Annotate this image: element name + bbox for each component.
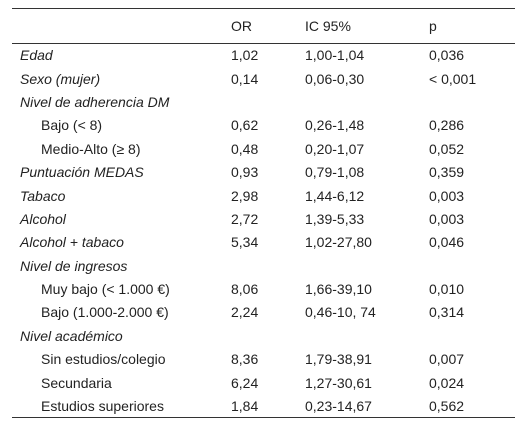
cell: 1,02 — [231, 47, 259, 64]
results-table: OR IC 95% p Edad 1,02 1,00-1,04 0,036 Sexo (… — [12, 8, 515, 418]
cell: 0,359 — [429, 164, 465, 181]
row-label: Sexo (mujer) — [20, 70, 101, 87]
header-cell: IC 95% — [305, 18, 351, 34]
cell: 0,024 — [429, 374, 465, 391]
row-label: Puntuación MEDAS — [20, 164, 144, 181]
cell: 0,003 — [429, 187, 465, 204]
row-label: Medio-Alto (≥ 8) — [41, 140, 141, 157]
group-row: Nivel académico — [12, 324, 515, 347]
row-label: Secundaria — [41, 374, 112, 391]
cell: 0,14 — [231, 70, 259, 87]
cell: 8,06 — [231, 281, 259, 298]
group-row: Nivel de ingresos — [12, 254, 515, 277]
cell: 0,20-1,07 — [305, 140, 365, 157]
table-row: Tabaco 2,98 1,44-6,12 0,003 — [12, 184, 515, 207]
cell: 1,39-5,33 — [305, 210, 365, 227]
row-label: Muy bajo (< 1.000 €) — [41, 281, 170, 298]
cell: 1,27-30,61 — [305, 374, 372, 391]
cell: 0,007 — [429, 351, 465, 368]
group-label: Nivel de adherencia DM — [20, 93, 170, 110]
table-row: Edad 1,02 1,00-1,04 0,036 — [12, 44, 515, 67]
cell: 0,036 — [429, 47, 465, 64]
cell: 0,052 — [429, 140, 465, 157]
group-label: Nivel de ingresos — [20, 257, 128, 274]
group-row: Nivel de adherencia DM — [12, 90, 515, 113]
cell: 0,23-14,67 — [305, 397, 372, 414]
header-cell: p — [429, 18, 437, 34]
cell: 1,66-39,10 — [305, 281, 372, 298]
cell: 0,79-1,08 — [305, 164, 365, 181]
row-label: Alcohol — [20, 210, 66, 227]
cell: 0,314 — [429, 304, 465, 321]
cell: 0,06-0,30 — [305, 70, 365, 87]
table-row: Puntuación MEDAS 0,93 0,79-1,08 0,359 — [12, 160, 515, 183]
table-row: Sin estudios/colegio 8,36 1,79-38,91 0,007 — [12, 348, 515, 371]
table-row: Bajo (1.000-2.000 €) 2,24 0,46-10, 74 0,314 — [12, 301, 515, 324]
cell: 1,84 — [231, 397, 259, 414]
table-row: Alcohol + tabaco 5,34 1,02-27,80 0,046 — [12, 231, 515, 254]
table-row: Alcohol 2,72 1,39-5,33 0,003 — [12, 207, 515, 230]
cell: 0,26-1,48 — [305, 117, 365, 134]
table-row: Secundaria 6,24 1,27-30,61 0,024 — [12, 371, 515, 394]
group-label: Nivel académico — [20, 327, 123, 344]
table-row: Estudios superiores 1,84 0,23-14,67 0,562 — [12, 394, 515, 418]
cell: 0,48 — [231, 140, 259, 157]
table-body: Edad 1,02 1,00-1,04 0,036 Sexo (mujer) 0,14 0,… — [12, 44, 515, 418]
table-header: OR IC 95% p — [12, 8, 515, 44]
table-row: Bajo (< 8) 0,62 0,26-1,48 0,286 — [12, 114, 515, 137]
cell: 6,24 — [231, 374, 259, 391]
row-label: Tabaco — [20, 187, 66, 204]
cell: 1,44-6,12 — [305, 187, 365, 204]
cell: 0,046 — [429, 234, 465, 251]
cell: < 0,001 — [429, 70, 477, 87]
row-label: Edad — [20, 47, 53, 64]
cell: 0,010 — [429, 281, 465, 298]
header-row: OR IC 95% p — [12, 8, 515, 44]
table-row: Muy bajo (< 1.000 €) 8,06 1,66-39,10 0,010 — [12, 277, 515, 300]
row-label: Bajo (1.000-2.000 €) — [41, 304, 169, 321]
table-row: Sexo (mujer) 0,14 0,06-0,30 < 0,001 — [12, 67, 515, 90]
cell: 5,34 — [231, 234, 259, 251]
cell: 2,24 — [231, 304, 259, 321]
cell: 0,003 — [429, 210, 465, 227]
cell: 2,98 — [231, 187, 259, 204]
cell: 1,00-1,04 — [305, 47, 365, 64]
row-label: Sin estudios/colegio — [41, 351, 166, 368]
cell: 0,62 — [231, 117, 259, 134]
row-label: Bajo (< 8) — [41, 117, 103, 134]
header-cell: OR — [231, 18, 252, 34]
row-label: Alcohol + tabaco — [20, 234, 124, 251]
table-row: Medio-Alto (≥ 8) 0,48 0,20-1,07 0,052 — [12, 137, 515, 160]
row-label: Estudios superiores — [41, 397, 164, 414]
cell: 2,72 — [231, 210, 259, 227]
cell: 8,36 — [231, 351, 259, 368]
cell: 0,46-10, 74 — [305, 304, 376, 321]
cell: 1,79-38,91 — [305, 351, 372, 368]
cell: 1,02-27,80 — [305, 234, 372, 251]
cell: 0,562 — [429, 397, 465, 414]
cell: 0,93 — [231, 164, 259, 181]
header-cell — [12, 9, 231, 44]
cell: 0,286 — [429, 117, 465, 134]
